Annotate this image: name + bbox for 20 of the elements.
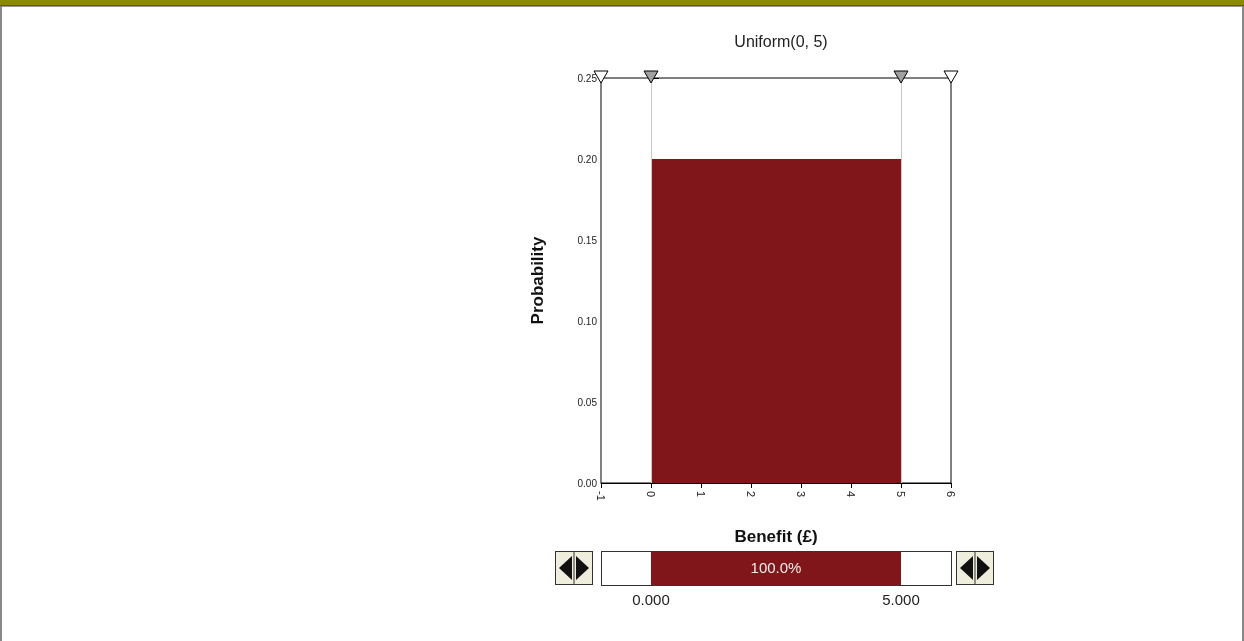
x-tick-label: 2: [745, 491, 757, 498]
y-tick-label: 0.15: [577, 234, 598, 246]
y-tick-label: 0.25: [577, 72, 598, 84]
y-tick-label: 0.20: [577, 153, 598, 165]
x-tick-label: 0: [645, 491, 657, 498]
x-tick-label: 5: [895, 491, 907, 498]
y-tick-label: 0.00: [577, 477, 598, 489]
y-axis-title: Probability: [528, 236, 547, 325]
text: 100.0%: [750, 559, 802, 576]
x-tick-label: 1: [695, 491, 707, 498]
y-tick-label: 0.05: [577, 396, 598, 408]
x-axis-title: Benefit (£): [734, 527, 818, 546]
x-tick-label: 4: [845, 491, 857, 498]
x-tick-label: 6: [945, 491, 957, 498]
y-tick-label: 0.10: [577, 315, 598, 327]
x-tick-label: 3: [795, 491, 807, 498]
x-tick-label: -1: [595, 491, 607, 501]
text: 0.000: [632, 591, 670, 608]
text: 5.000: [882, 591, 920, 608]
chart-title: Uniform(0, 5): [734, 32, 828, 50]
